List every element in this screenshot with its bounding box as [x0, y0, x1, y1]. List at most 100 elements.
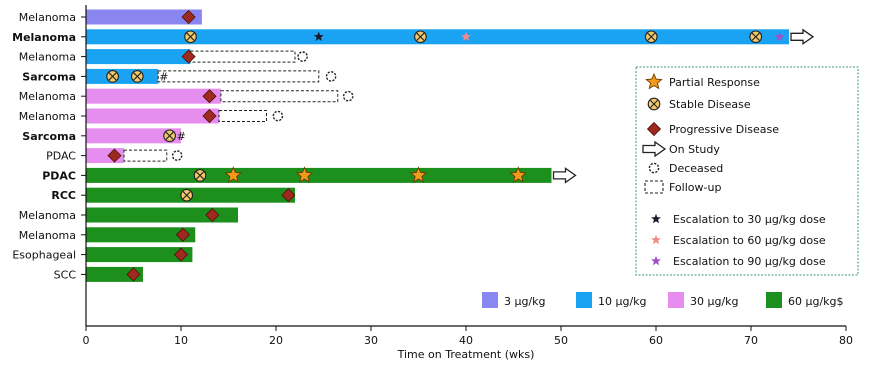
- treatment-bar: [86, 68, 159, 84]
- x-tick-label: 70: [744, 334, 758, 347]
- stable-disease-marker: [106, 70, 119, 83]
- followup-box: [220, 90, 339, 103]
- dose-swatch: [576, 292, 592, 308]
- legend-box: [635, 66, 859, 276]
- legend-label: Follow-up: [669, 181, 721, 194]
- partial-response-marker: [295, 166, 314, 183]
- progressive-disease-marker: [175, 227, 190, 242]
- escalation-60-marker: [461, 31, 471, 42]
- treatment-bar: [86, 128, 181, 144]
- treatment-bar: [86, 247, 193, 263]
- legend-label: Partial Response: [669, 76, 760, 89]
- x-tick-label: 20: [269, 334, 283, 347]
- deceased-marker: [342, 90, 354, 102]
- x-tick-label: 10: [174, 334, 188, 347]
- x-tick-label: 0: [83, 334, 90, 347]
- on-study-arrow: [552, 167, 577, 184]
- stable-disease-marker: [130, 70, 144, 83]
- footnote-mark: #: [177, 130, 186, 143]
- progressive-disease-marker: [202, 89, 217, 104]
- dose-swatch: [668, 292, 684, 308]
- category-label: Sarcoma: [22, 130, 76, 143]
- deceased-marker: [171, 150, 183, 161]
- category-label: Melanoma: [19, 229, 76, 242]
- progressive-disease-marker: [202, 108, 217, 124]
- category-label: Melanoma: [19, 90, 76, 103]
- followup-box: [218, 110, 267, 122]
- symbol-legend: Partial Response Stable Disease Progressiv…: [635, 66, 859, 276]
- category-label: PDAC: [46, 150, 76, 163]
- treatment-bar: [86, 88, 221, 104]
- escalation-30-marker: [651, 213, 661, 224]
- progressive-disease-marker: [281, 188, 296, 203]
- treatment-bar: [86, 227, 196, 243]
- legend-label: Escalation to 60 µg/kg dose: [673, 234, 826, 247]
- on-study-arrow: [790, 28, 815, 46]
- stable-disease-marker: [749, 30, 763, 44]
- dose-swatch: [766, 292, 782, 308]
- category-label: Esophageal: [12, 249, 76, 262]
- treatment-bar: [86, 266, 143, 282]
- dose-label: 30 µg/kg: [690, 295, 739, 308]
- treatment-bar: [86, 108, 219, 124]
- events-layer: ##: [106, 9, 815, 282]
- legend-label: Escalation to 30 µg/kg dose: [673, 213, 826, 226]
- treatment-bar: [86, 49, 191, 65]
- legend-label: Stable Disease: [669, 98, 751, 111]
- escalation-90-marker: [774, 31, 785, 42]
- stable-disease-marker: [647, 97, 661, 111]
- on-study-arrow: [642, 140, 667, 158]
- category-label: Melanoma: [19, 110, 76, 123]
- x-tick-label: 50: [554, 334, 568, 347]
- category-label: Melanoma: [19, 209, 76, 222]
- category-label: Melanoma: [19, 11, 76, 24]
- partial-response-marker: [509, 166, 527, 183]
- stable-disease-marker: [644, 30, 658, 44]
- x-tick-label: 80: [839, 334, 853, 347]
- category-label: Melanoma: [12, 31, 76, 44]
- treatment-bar: [86, 9, 202, 25]
- category-label: PDAC: [42, 169, 76, 182]
- dose-swatch: [482, 292, 498, 308]
- category-label: RCC: [51, 189, 76, 202]
- followup-box: [123, 149, 168, 162]
- followup-layer: [123, 50, 339, 162]
- deceased-marker: [325, 71, 337, 82]
- progressive-disease-marker: [181, 49, 196, 64]
- progressive-disease-marker: [107, 148, 122, 163]
- deceased-marker: [297, 51, 308, 62]
- escalation-30-marker: [313, 31, 324, 42]
- dose-label: 60 µg/kg$: [788, 295, 844, 308]
- followup-marker: [644, 180, 664, 194]
- treatment-bar: [86, 29, 789, 45]
- followup-box: [157, 70, 320, 83]
- progressive-disease-marker: [126, 267, 141, 282]
- deceased-marker: [272, 110, 284, 122]
- progressive-disease-marker: [205, 207, 220, 223]
- escalation-60-marker: [651, 234, 661, 245]
- x-axis-title: Time on Treatment (wks): [397, 348, 535, 361]
- legend-label: Deceased: [669, 162, 723, 175]
- stable-disease-marker: [163, 129, 176, 143]
- x-tick-label: 40: [459, 334, 473, 347]
- partial-response-marker: [409, 166, 428, 183]
- stable-disease-marker: [184, 30, 197, 44]
- treatment-bar: [86, 207, 238, 223]
- dose-label: 10 µg/kg: [598, 295, 647, 308]
- x-tick-label: 30: [364, 334, 378, 347]
- partial-response-marker: [224, 166, 242, 183]
- stable-disease-marker: [193, 169, 207, 182]
- x-tick-label: 60: [649, 334, 663, 347]
- legend-label: Progressive Disease: [669, 123, 779, 136]
- x-axis: 0 10 20 30 40 50 60 70 80 Time on Treatment (wks): [83, 325, 853, 361]
- dose-legend: 3 µg/kg 10 µg/kg 30 µg/kg 60 µg/kg$: [482, 292, 844, 308]
- stable-disease-marker: [180, 188, 194, 202]
- progressive-disease-marker: [181, 9, 196, 25]
- progressive-disease-marker: [173, 247, 189, 262]
- dose-label: 3 µg/kg: [504, 295, 546, 308]
- partial-response-marker: [645, 72, 663, 90]
- progressive-disease-marker: [646, 121, 662, 137]
- category-label: Sarcoma: [22, 70, 76, 83]
